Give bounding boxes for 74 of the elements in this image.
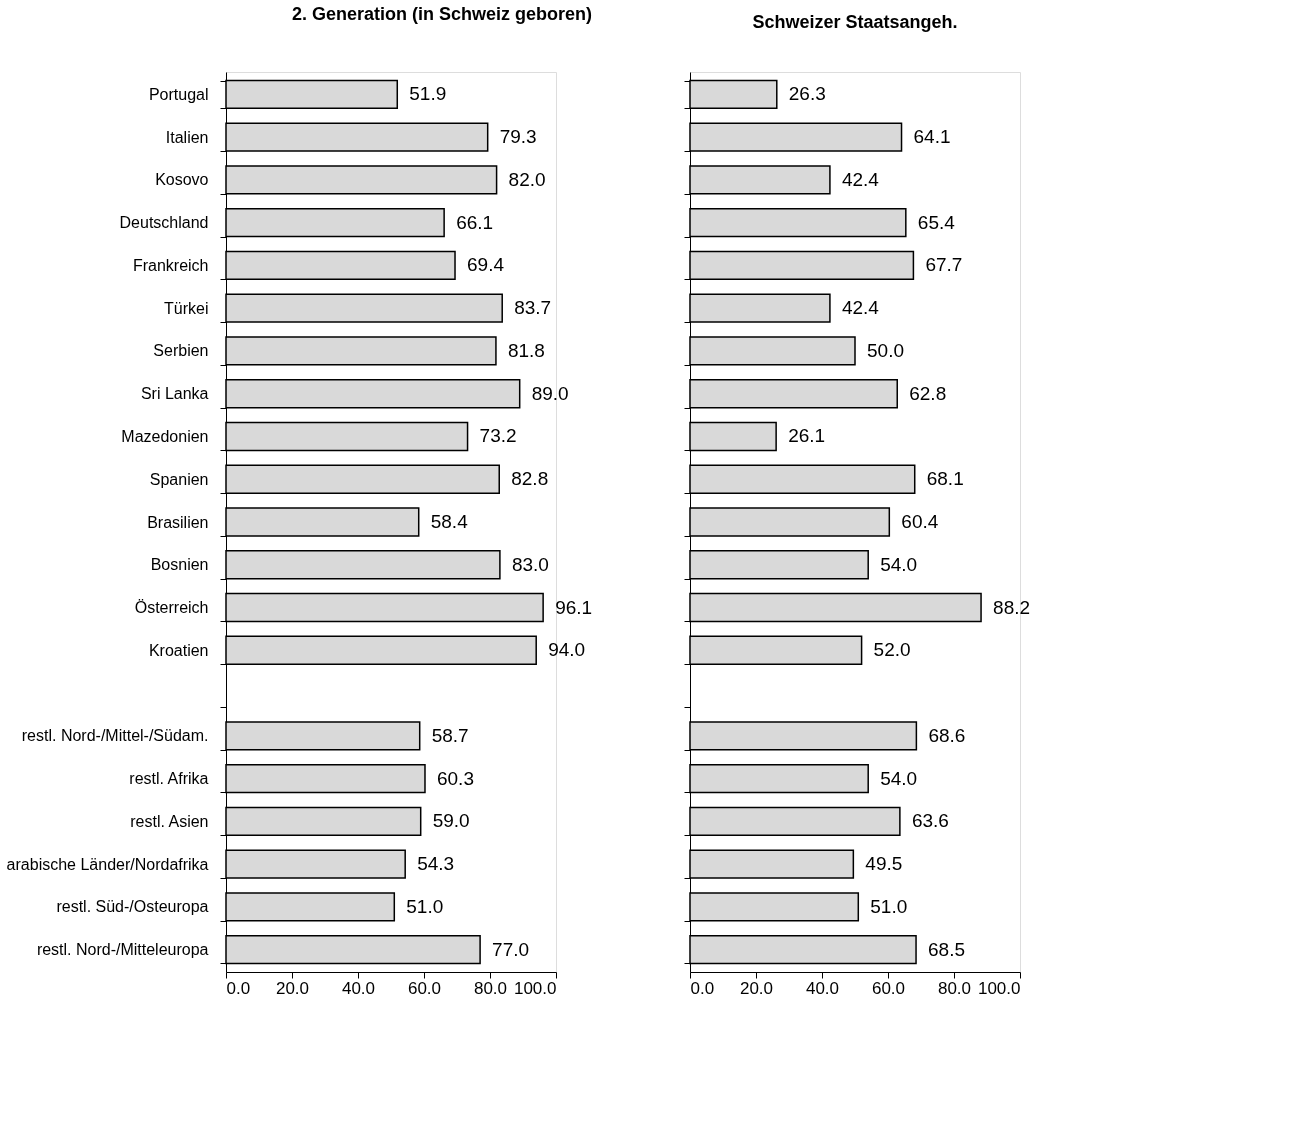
- x-tick-label: 20.0: [739, 978, 774, 998]
- data-label: 83.0: [511, 553, 549, 575]
- data-label: 58.4: [430, 511, 469, 532]
- data-label: 49.5: [865, 853, 903, 875]
- y-tick-label: restl. Asien: [130, 812, 209, 830]
- data-label: 77.0: [492, 938, 530, 960]
- data-label: 42.4: [841, 297, 880, 319]
- x-tick-label: 0.0: [690, 978, 715, 998]
- data-label: 52.0: [873, 639, 911, 661]
- data-label: 68.1: [926, 468, 964, 490]
- data-label: 68.6: [928, 724, 966, 746]
- y-tick-label: Mazedonien: [121, 427, 209, 445]
- data-label: 82.0: [508, 168, 546, 190]
- y-tick-label: arabische Länder/Nordafrika: [6, 855, 209, 873]
- data-label: 54.3: [417, 853, 455, 875]
- data-label: 83.7: [514, 297, 552, 319]
- chart-title: 2. Generation (in Schweiz geboren): [292, 4, 593, 24]
- data-label: 62.8: [909, 382, 947, 404]
- y-tick-label: Deutschland: [119, 214, 209, 232]
- data-label: 50.0: [867, 339, 904, 361]
- data-label: 82.8: [511, 468, 549, 490]
- y-tick-label: restl. Nord-/Mitteleuropa: [36, 941, 209, 959]
- data-label: 58.7: [431, 724, 469, 746]
- data-label: 51.0: [870, 895, 908, 917]
- y-tick-label: restl. Afrika: [129, 770, 209, 788]
- data-label: 88.2: [993, 596, 1031, 618]
- y-tick-label: Österreich: [134, 599, 209, 617]
- y-tick-label: Frankreich: [132, 256, 209, 274]
- data-label: 54.0: [880, 553, 918, 575]
- y-tick-label: Türkei: [164, 299, 209, 317]
- x-tick-label: 20.0: [275, 978, 310, 998]
- data-label: 59.0: [432, 810, 470, 832]
- y-tick-label: restl. Süd-/Osteuropa: [56, 898, 209, 916]
- data-label: 79.3: [499, 126, 537, 148]
- y-tick-label: restl. Nord-/Mittel-/Südam.: [21, 727, 209, 745]
- y-tick-label: Spanien: [149, 470, 209, 488]
- data-label: 63.6: [911, 810, 949, 832]
- x-tick-label: 60.0: [871, 978, 906, 998]
- x-tick-label: 100.0: [513, 978, 557, 998]
- x-tick-label: 40.0: [805, 978, 840, 998]
- x-tick-label: 100.0: [977, 978, 1021, 998]
- data-label: 94.0: [548, 639, 586, 661]
- x-tick-label: 80.0: [937, 978, 972, 998]
- data-label: 26.1: [788, 425, 826, 447]
- y-tick-label: Sri Lanka: [140, 385, 209, 403]
- y-tick-label: Portugal: [148, 85, 209, 103]
- x-tick-label: 60.0: [407, 978, 442, 998]
- data-label: 64.1: [913, 126, 951, 148]
- data-label: 69.4: [467, 254, 505, 276]
- y-tick-label: Kroatien: [148, 641, 209, 659]
- x-tick-label: 80.0: [473, 978, 508, 998]
- y-tick-label: Bosnien: [150, 556, 209, 574]
- data-label: 66.1: [456, 211, 494, 233]
- data-label: 26.3: [788, 83, 826, 105]
- data-label: 89.0: [531, 382, 569, 404]
- data-label: 73.2: [479, 425, 517, 447]
- data-label: 65.4: [917, 211, 956, 233]
- y-tick-label: Kosovo: [155, 171, 209, 189]
- y-tick-label: Serbien: [153, 342, 209, 360]
- data-label: 54.0: [880, 767, 918, 789]
- data-label: 51.0: [406, 895, 444, 917]
- x-tick-label: 40.0: [341, 978, 376, 998]
- y-tick-label: Brasilien: [147, 513, 209, 531]
- data-label: 96.1: [555, 596, 593, 618]
- data-label: 60.4: [901, 511, 939, 532]
- x-tick-label: 0.0: [226, 978, 251, 998]
- data-label: 60.3: [436, 767, 474, 789]
- chart-title: Schweizer Staatsangeh.: [752, 12, 958, 32]
- data-label: 42.4: [841, 168, 880, 190]
- data-label: 68.5: [928, 938, 966, 960]
- data-label: 51.9: [409, 83, 447, 105]
- data-label: 67.7: [925, 254, 963, 276]
- data-label: 81.8: [507, 339, 545, 361]
- y-tick-label: Italien: [165, 128, 209, 146]
